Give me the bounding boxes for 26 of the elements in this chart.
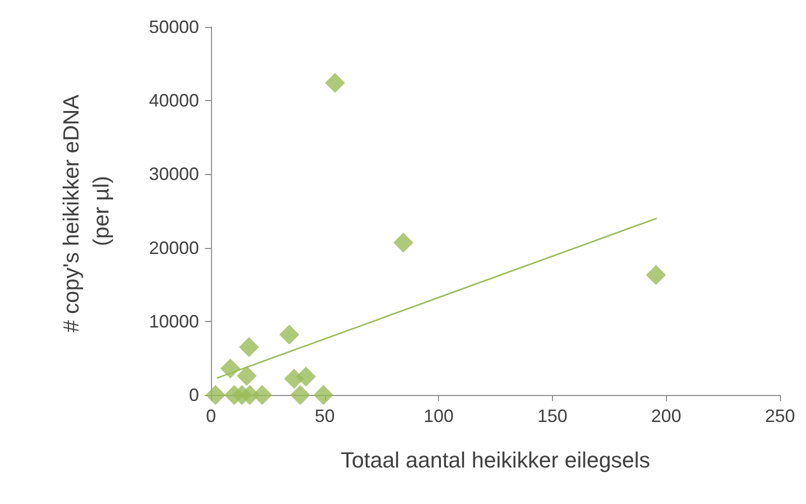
point xyxy=(296,366,316,387)
point xyxy=(252,385,272,405)
point xyxy=(236,366,257,386)
point xyxy=(313,385,334,405)
point xyxy=(206,385,226,405)
x-tick-label: 100 xyxy=(424,406,454,426)
y-tick-label: 20000 xyxy=(148,238,199,258)
y-tick-label: 10000 xyxy=(148,311,199,332)
point xyxy=(325,72,346,93)
y-tick-label: 30000 xyxy=(148,164,199,184)
x-tick-label: 150 xyxy=(537,406,568,426)
point xyxy=(220,358,240,379)
x-tick-label: 250 xyxy=(764,406,796,426)
x-tick-label: 200 xyxy=(651,406,682,426)
y-axis-title: # copy's heikikker eDNA (per µl) xyxy=(58,90,114,332)
x-axis-title: Totaal aantal heikikker eilegsels xyxy=(340,448,650,472)
x-tick-label: 0 xyxy=(206,406,216,426)
y-tick-label: 40000 xyxy=(148,90,199,111)
point xyxy=(290,385,310,405)
point xyxy=(393,232,414,253)
point xyxy=(279,324,300,345)
x-tick-label: 50 xyxy=(314,406,335,426)
point xyxy=(646,265,666,286)
point xyxy=(239,337,260,358)
y-tick-label: 50000 xyxy=(148,17,199,37)
y-tick-label: 0 xyxy=(188,385,199,405)
